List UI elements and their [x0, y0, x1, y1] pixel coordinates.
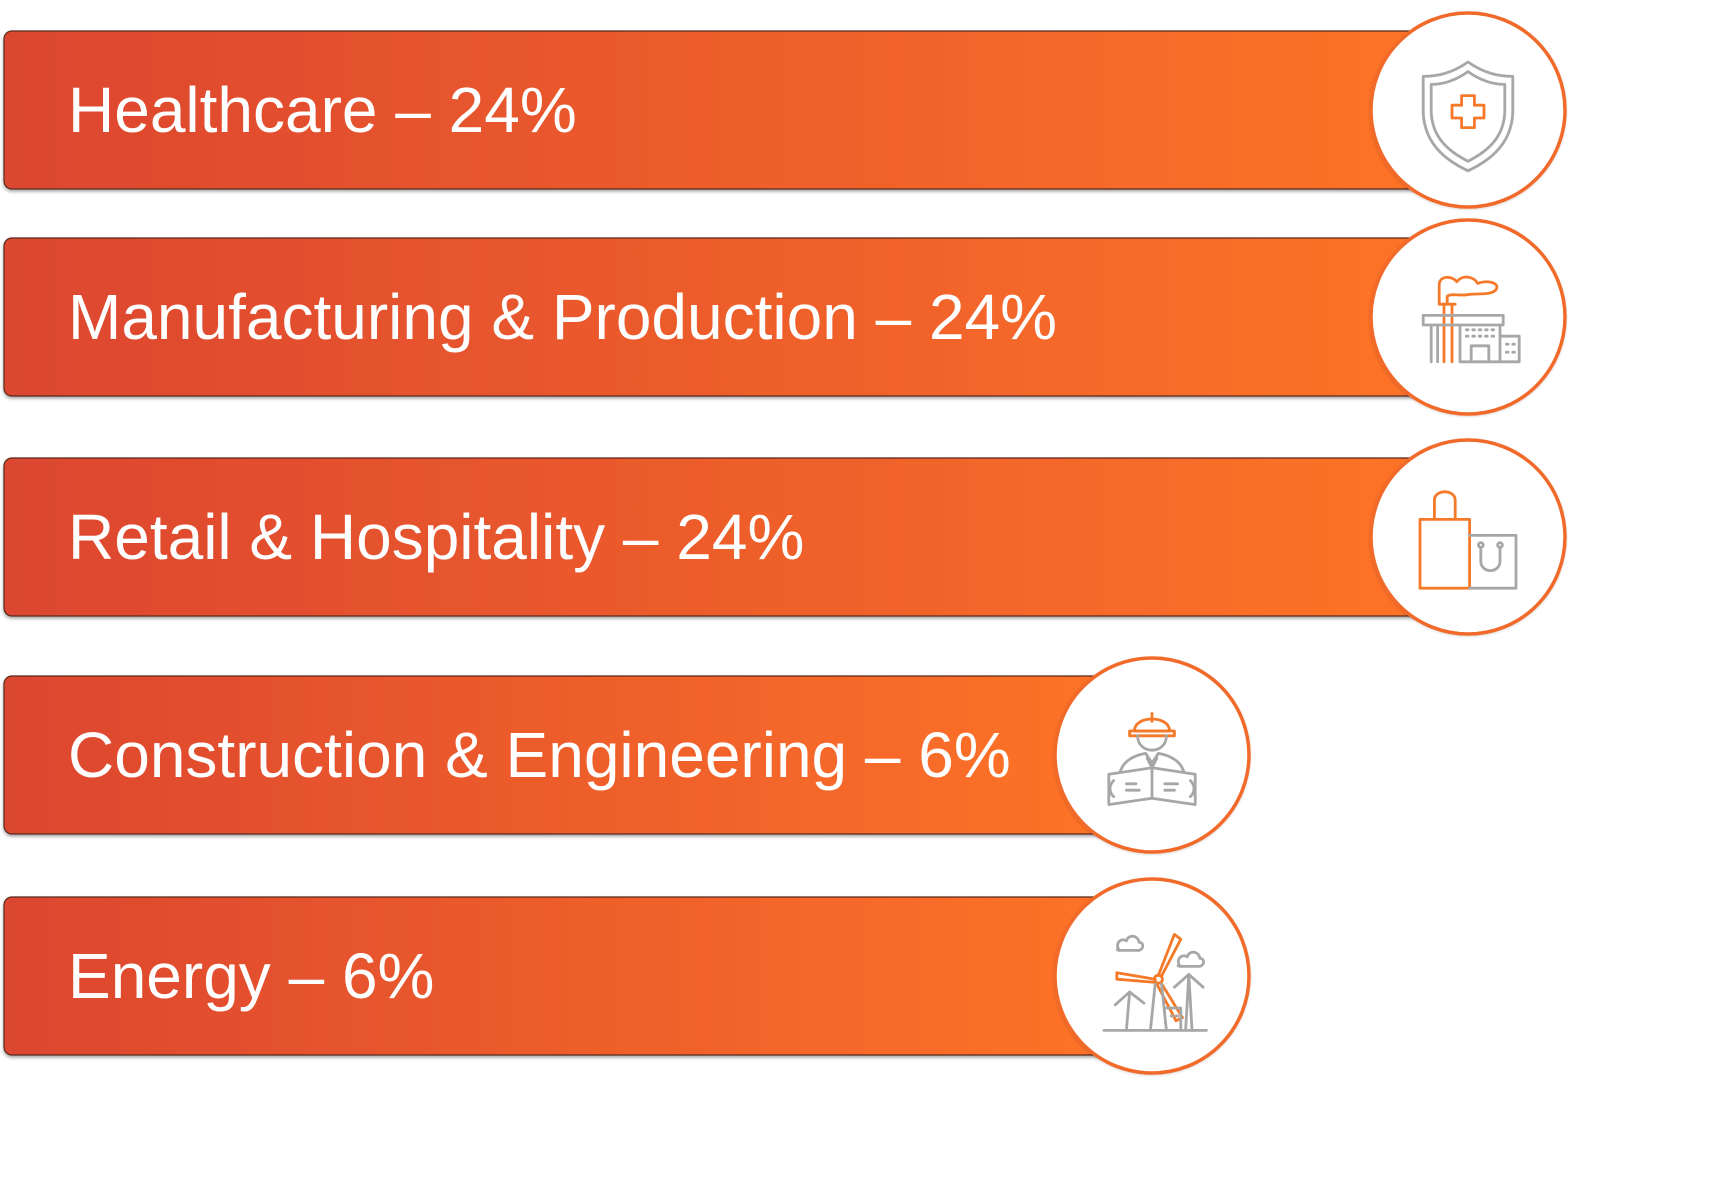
icon-circle	[1369, 11, 1567, 209]
bar-group: Retail & Hospitality – 24%	[3, 438, 1567, 636]
bar-group: Healthcare – 24%	[3, 11, 1567, 209]
icon-circle	[1369, 438, 1567, 636]
icon-circle	[1369, 218, 1567, 416]
bar-label: Manufacturing & Production – 24%	[68, 281, 1057, 353]
bar-group: Manufacturing & Production – 24%	[3, 218, 1567, 416]
bar-label: Retail & Hospitality – 24%	[68, 501, 804, 573]
bar-group: Construction & Engineering – 6%	[3, 656, 1251, 854]
icon-circle	[1053, 656, 1251, 854]
bars-layer: Healthcare – 24% Manufacturing & Producti…	[3, 11, 1567, 1075]
bar-label: Energy – 6%	[68, 940, 434, 1012]
bar-group: Energy – 6%	[3, 877, 1251, 1075]
bar-label: Construction & Engineering – 6%	[68, 719, 1011, 791]
bar-label: Healthcare – 24%	[68, 74, 577, 146]
icon-circle	[1053, 877, 1251, 1075]
